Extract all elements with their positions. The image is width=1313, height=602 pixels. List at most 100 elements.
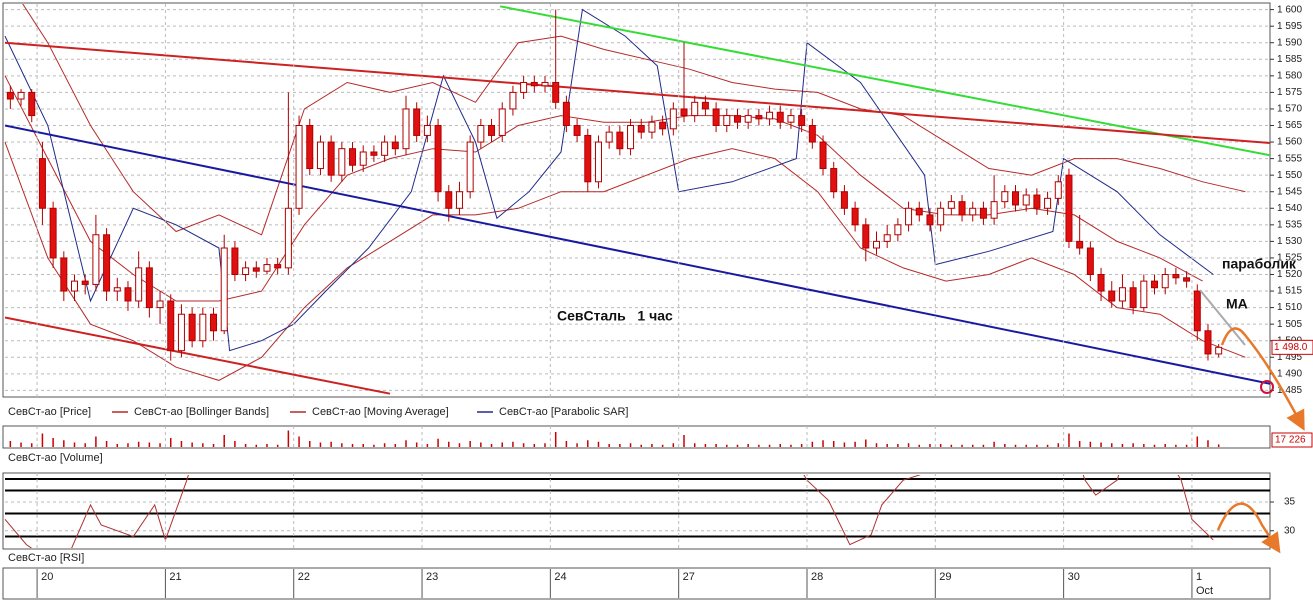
volume-bar: [20, 442, 22, 447]
candle-body: [659, 121, 667, 130]
volume-bar: [84, 443, 86, 447]
x-tick-label: 24: [554, 571, 566, 583]
candle-body: [434, 125, 442, 193]
annotation: параболик: [1222, 256, 1297, 272]
volume-bar: [169, 438, 172, 447]
candle-body: [701, 101, 709, 110]
candle-body: [38, 158, 46, 209]
legend-price: СевСт-ао [Price]: [8, 406, 91, 418]
candle-body: [135, 267, 143, 302]
rsi-layer: [4, 475, 1270, 548]
volume-bar: [661, 444, 664, 447]
price-panel: [2, 2, 1271, 398]
candle-body: [723, 115, 731, 127]
volume-bar: [127, 443, 129, 447]
volume-bar: [266, 444, 268, 447]
volume-bar: [544, 443, 546, 447]
candle-body: [381, 141, 389, 156]
volume-bar: [437, 438, 439, 447]
candle-body: [113, 287, 121, 292]
volume-bar: [287, 430, 290, 447]
volume-bar: [565, 441, 568, 447]
volume-bar: [865, 439, 867, 447]
volume-bar: [768, 444, 771, 447]
volume-bar: [480, 442, 482, 447]
volume-bar: [1185, 444, 1188, 447]
candle-body: [712, 108, 720, 127]
volume-bar: [1089, 441, 1092, 447]
candle-body: [776, 111, 784, 123]
candle-body: [1044, 197, 1052, 209]
x-tick-label: 20: [41, 571, 53, 583]
volume-bar: [458, 443, 461, 447]
volume-bar: [640, 444, 642, 447]
candle-body: [60, 257, 68, 292]
candle-body: [1001, 191, 1009, 203]
candle-body: [199, 313, 207, 342]
volume-bar: [1217, 444, 1220, 447]
volume-bar: [383, 443, 386, 447]
forecast-arrow: [1216, 502, 1281, 554]
volume-bar: [73, 442, 76, 447]
volume-bar: [52, 438, 54, 447]
candle-body: [990, 201, 998, 219]
annotation: СевСталь 1 час: [557, 308, 673, 324]
y-tick-label: 1 520: [1277, 269, 1302, 280]
x-tick-label: 29: [939, 571, 951, 583]
candle-body: [915, 207, 923, 216]
y-tick-label: 1 550: [1277, 170, 1302, 181]
candle-body: [466, 141, 474, 193]
y-tick-label: 1 580: [1277, 70, 1302, 81]
candle-body: [755, 115, 763, 120]
y-tick-label: 1 560: [1277, 137, 1302, 148]
candle-body: [81, 280, 89, 285]
candle-body: [616, 131, 624, 150]
y-tick-label: 1 545: [1277, 186, 1302, 197]
volume-bar: [576, 443, 578, 447]
bollinger-lower: [4, 141, 1246, 381]
volume-bar: [629, 443, 632, 447]
trendline: [499, 5, 1270, 157]
candle-body: [830, 168, 838, 193]
candle-body: [1086, 247, 1094, 275]
candle-body: [498, 108, 506, 136]
candle-body: [552, 81, 560, 103]
volume-bar: [341, 443, 343, 447]
x-tick-label: 28: [811, 571, 823, 583]
volume-bar: [726, 444, 728, 447]
y-tick-label: 1 495: [1277, 352, 1302, 363]
candle-body: [391, 141, 399, 150]
candle-body: [1065, 174, 1073, 242]
candle-body: [669, 108, 677, 130]
candle-body: [445, 191, 453, 209]
volume-bar: [244, 444, 247, 447]
candle-body: [937, 207, 945, 226]
volume-bar: [790, 444, 792, 447]
volume-bar: [394, 444, 397, 447]
candle-body: [1215, 346, 1223, 355]
candle-body: [530, 81, 538, 87]
volume-bar: [9, 441, 12, 447]
candle-body: [808, 125, 816, 143]
volume-bar: [191, 442, 193, 447]
volume-bar: [715, 444, 717, 447]
x-tick-label: 30: [1068, 571, 1080, 583]
volume-bar: [929, 444, 931, 447]
volume-bar: [30, 443, 33, 447]
candle-body: [252, 267, 260, 272]
volume-bar: [758, 444, 760, 447]
volume-bar: [234, 441, 236, 447]
y-tick-label: 1 515: [1277, 286, 1302, 297]
volume-box: [1271, 432, 1313, 448]
volume-bar: [180, 441, 183, 447]
volume-panel: [2, 425, 1271, 449]
volume-bar: [1014, 444, 1017, 447]
candle-body: [188, 313, 196, 342]
volume-bar: [554, 432, 557, 447]
candle-body: [231, 247, 239, 275]
candle-body: [370, 151, 378, 156]
volume-bar: [405, 440, 407, 447]
candle-body: [744, 115, 752, 123]
volume-bar: [982, 444, 985, 447]
